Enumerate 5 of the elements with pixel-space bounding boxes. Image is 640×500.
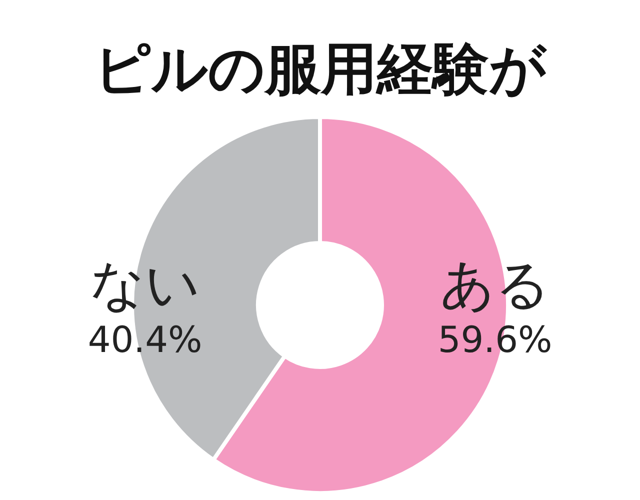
slice-label: ない — [90, 253, 200, 316]
data-label: 59.6% — [438, 320, 552, 361]
chart-title: ピルの服用経験が — [94, 37, 548, 102]
slice-label: ある — [440, 253, 550, 316]
data-label: 40.4% — [88, 320, 202, 361]
